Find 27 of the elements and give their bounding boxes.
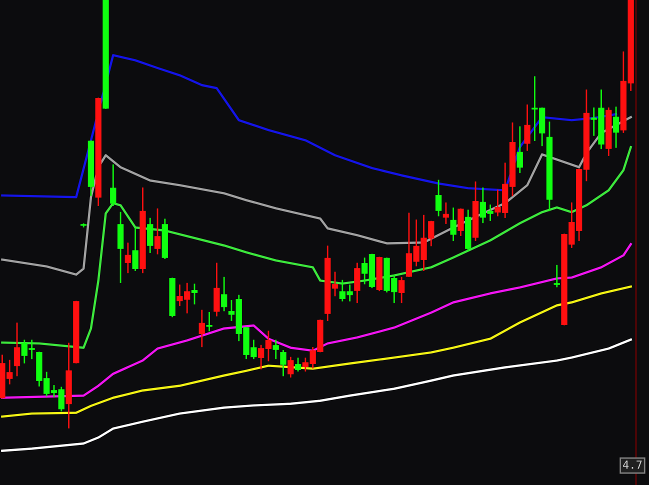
candlestick: [191, 284, 198, 304]
candlestick: [354, 262, 360, 304]
candlestick: [132, 228, 138, 271]
candlestick: [516, 126, 523, 174]
candlestick: [214, 262, 220, 316]
candlestick: [398, 276, 405, 304]
candlestick: [524, 104, 530, 151]
candlestick: [198, 310, 205, 348]
candlestick: [450, 208, 456, 242]
candlestick: [458, 208, 464, 236]
candlestick: [147, 218, 154, 254]
candlestick: [280, 350, 286, 376]
candlestick: [442, 202, 450, 224]
candlestick: [272, 340, 279, 360]
candlestick: [117, 212, 124, 283]
candlestick: [288, 356, 294, 378]
candlestick: [554, 264, 560, 288]
candlestick: [124, 242, 132, 274]
candlestick: [14, 322, 20, 376]
candlestick: [294, 358, 302, 372]
candlestick: [110, 164, 116, 206]
candlestick: [435, 180, 442, 216]
text: 4.7: [622, 460, 642, 469]
candlestick: [612, 106, 620, 148]
candlestick: [206, 312, 212, 332]
candlestick: [220, 276, 228, 312]
candlestick: [154, 208, 161, 254]
